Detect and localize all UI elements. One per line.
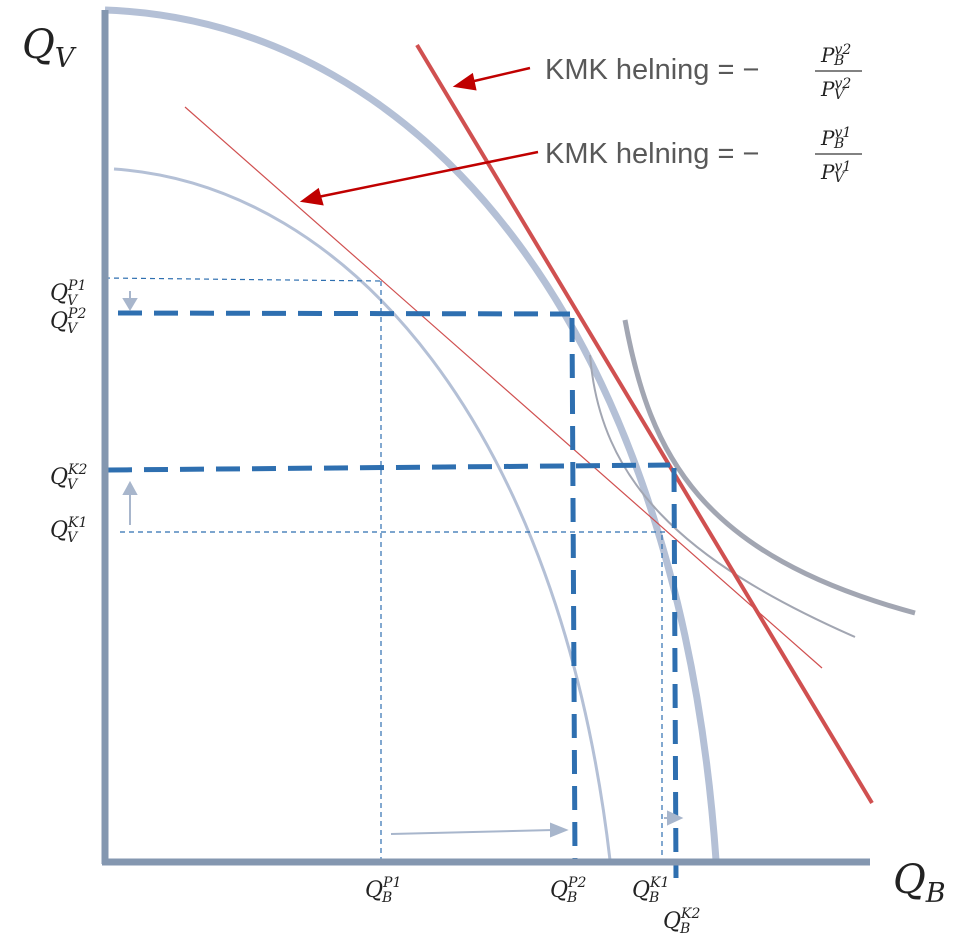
guides-v2 (107, 310, 679, 879)
arrow-to-price-line-v1-head (299, 187, 324, 206)
y-tick-label-qv-k1: QK1 V (50, 515, 87, 546)
annotation-kmk-v1-text: KMK helning = − (545, 138, 759, 170)
annotation-kmk-v1-denominator: Pv1 V (820, 159, 851, 186)
arrow-to-price-line-v1 (317, 150, 539, 199)
y-tick-label-qv-p2: QP2 V (50, 306, 86, 337)
y-tick-label-qv-k2: QK2 V (50, 462, 88, 493)
annotation-kmk-v2-text: KMK helning = − (545, 54, 759, 86)
annotation-kmk-v2-numerator: Pv2 B (820, 42, 851, 69)
annotation-kmk-v1-numerator: Pv1 B (820, 125, 851, 152)
annotation-kmk-v1: KMK helning = − Pv1 B Pv1 V (545, 125, 862, 186)
annotation-kmk-v2: KMK helning = − Pv2 B Pv2 V (545, 42, 862, 103)
annotation-kmk-v2-denominator: Pv2 V (820, 76, 851, 103)
indifference-curve-lower (589, 354, 856, 638)
arrow-to-price-line-v2-head (452, 72, 477, 91)
y-tick-label-qv-p1: QP1 V (50, 278, 86, 309)
arrow-qb-p-shift (390, 829, 554, 835)
arrow-qb-p-shift-head (550, 822, 569, 838)
ppf-curve-outer (104, 6, 720, 861)
price-line-v2 (415, 43, 874, 805)
price-line-v1 (184, 106, 823, 669)
shift-arrows (122, 291, 684, 838)
x-tick-label-qb-p2: QP2 B (550, 875, 586, 906)
arrow-qb-k-shift-head (667, 810, 684, 826)
y-axis-label: QV (22, 22, 77, 74)
arrow-qv-k-shift-head (122, 480, 138, 495)
indifference-curve-upper (622, 319, 916, 616)
guides-v1 (104, 277, 666, 862)
x-tick-label-qb-p1: QP1 B (365, 875, 401, 906)
annotation-arrows (299, 66, 539, 206)
ppf-curve-inner (113, 167, 612, 861)
x-tick-label-qb-k2: QK2 B (663, 906, 701, 937)
arrow-qv-p-shift-head (122, 298, 138, 311)
x-tick-label-qb-k1: QK1 B (632, 875, 669, 906)
x-axis-label: QB (893, 857, 946, 909)
arrow-to-price-line-v2 (469, 66, 531, 84)
